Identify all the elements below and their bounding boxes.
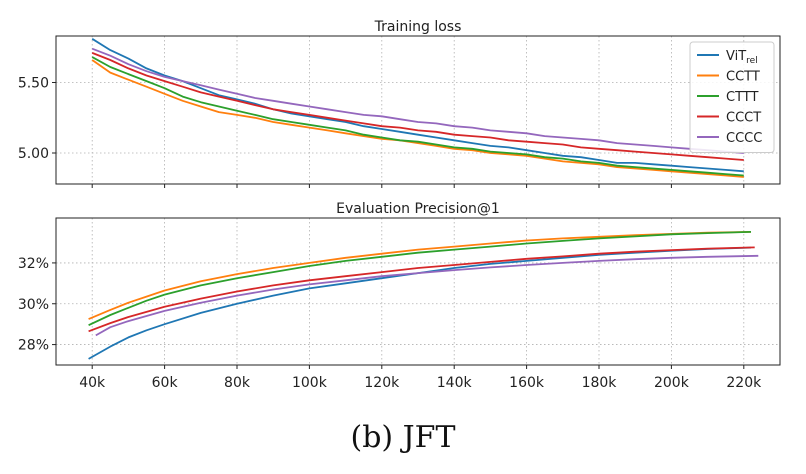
series-line-cttt bbox=[91, 56, 744, 177]
x-tick-label: 60k bbox=[152, 375, 179, 391]
y-tick-label: 28% bbox=[18, 338, 49, 354]
eval-precision-frame bbox=[55, 217, 781, 366]
training-loss-panel: Training loss 5.005.50 ViTrelCCTTCTTTCCC… bbox=[18, 19, 781, 188]
x-tick-label: 160k bbox=[509, 375, 545, 391]
x-tick-label: 100k bbox=[292, 375, 328, 391]
x-tick-label: 120k bbox=[364, 375, 400, 391]
legend-label: CCCC bbox=[726, 131, 762, 146]
x-tick-label: 140k bbox=[437, 375, 473, 391]
legend-label: CTTT bbox=[726, 90, 759, 105]
series-line-ccct bbox=[88, 246, 755, 333]
series-line-cctt bbox=[91, 59, 744, 178]
eval-precision-title: Evaluation Precision@1 bbox=[336, 201, 500, 217]
series-line-vit bbox=[91, 38, 744, 173]
y-tick-label: 32% bbox=[18, 256, 49, 272]
legend-label-subscript: rel bbox=[746, 56, 758, 66]
legend-label: CCTT bbox=[726, 70, 760, 85]
eval-precision-y-ticks: 28% 30% 32% bbox=[18, 256, 56, 354]
training-loss-frame bbox=[55, 35, 781, 185]
training-loss-y-ticks: 5.00 5.50 bbox=[18, 76, 56, 162]
x-tick-label: 80k bbox=[224, 375, 251, 391]
training-loss-title: Training loss bbox=[374, 19, 462, 35]
y-tick-label: 30% bbox=[18, 297, 49, 313]
x-tick-label: 200k bbox=[654, 375, 690, 391]
training-loss-lines bbox=[91, 38, 744, 178]
y-tick-label: 5.00 bbox=[18, 146, 49, 162]
x-tick-label: 180k bbox=[582, 375, 618, 391]
training-loss-x-ticks bbox=[91, 184, 745, 188]
training-loss-grid bbox=[56, 36, 780, 184]
eval-precision-grid bbox=[56, 218, 780, 365]
eval-precision-panel: Evaluation Precision@1 28% 30% 32% 40k 60k 8… bbox=[18, 201, 781, 391]
y-tick-label: 5.50 bbox=[18, 76, 49, 92]
eval-precision-x-ticks: 40k 60k 80k 100k 120k 140k 160k 180k 200k 220k bbox=[79, 365, 762, 391]
series-line-cccc bbox=[95, 254, 759, 337]
x-tick-label: 220k bbox=[726, 375, 762, 391]
series-line-cccc bbox=[91, 47, 744, 154]
series-line-cttt bbox=[88, 231, 752, 327]
x-tick-label: 40k bbox=[79, 375, 106, 391]
legend-box bbox=[689, 41, 775, 153]
series-line-cctt bbox=[88, 231, 752, 320]
series-line-ccct bbox=[91, 52, 744, 161]
series-line-vit bbox=[88, 246, 752, 360]
eval-precision-lines bbox=[88, 231, 759, 360]
legend-label: CCCT bbox=[726, 111, 761, 126]
figure-caption: (b) JFT bbox=[350, 420, 456, 455]
